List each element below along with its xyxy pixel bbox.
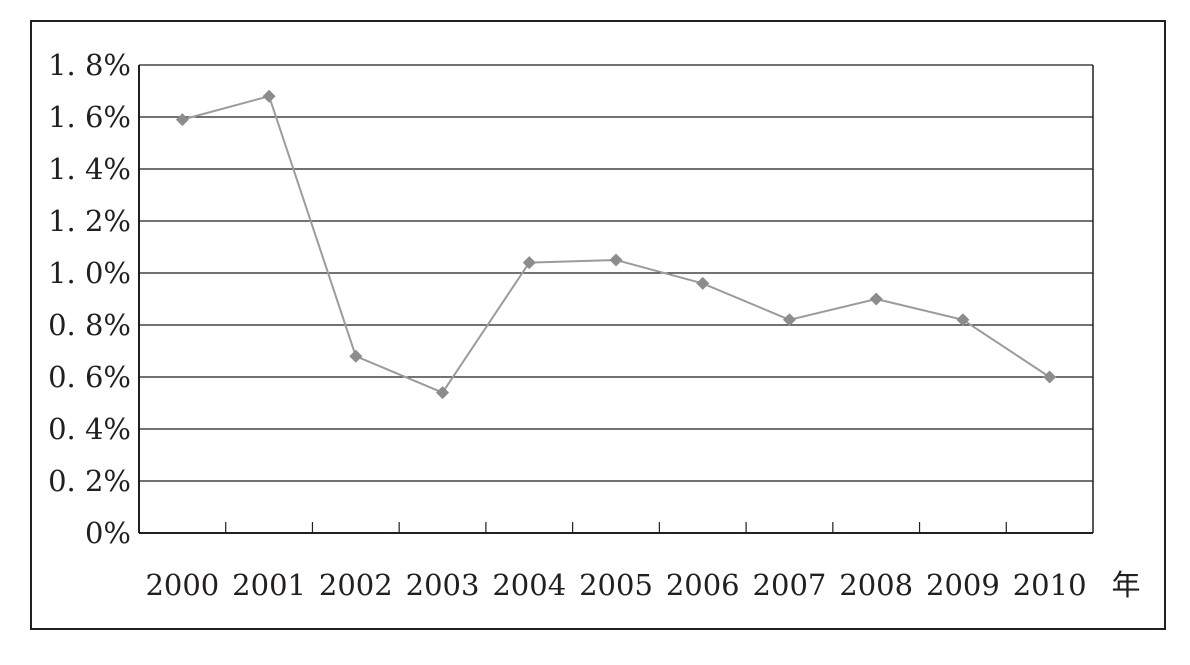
- y-tick-label: 1. 0%: [48, 256, 131, 290]
- data-point-2008: [869, 292, 883, 306]
- y-tick-label: 1. 2%: [48, 204, 131, 238]
- gridlines: [139, 64, 1093, 482]
- y-tick-label: 1. 6%: [48, 100, 131, 134]
- series-line-path: [182, 94, 1051, 394]
- x-tick-label: 2010: [1013, 568, 1087, 602]
- x-tick-label: 2000: [145, 568, 219, 602]
- data-point-2007: [782, 313, 796, 327]
- y-tick-label: 0. 4%: [48, 412, 131, 446]
- x-tick-label: 2002: [319, 568, 393, 602]
- x-tick-label: 2008: [839, 568, 913, 602]
- x-tick-labels: 2000 2001 2002 2003 2004 2005 2006 2007 2008 2009…: [145, 568, 1086, 602]
- data-point-2001: [262, 89, 276, 103]
- x-tick-label: 2007: [753, 568, 827, 602]
- y-tick-label: 1. 4%: [48, 152, 131, 186]
- y-tick-label: 0. 6%: [48, 360, 131, 394]
- x-tick-label: 2003: [406, 568, 480, 602]
- data-point-2009: [956, 313, 970, 327]
- data-point-2000: [175, 113, 189, 127]
- data-point-2003: [436, 386, 450, 400]
- data-point-2005: [609, 253, 623, 267]
- y-tick-labels: 0% 0. 2% 0. 4% 0. 6% 0. 8% 1. 0% 1. 2% 1. 4% 1. …: [48, 48, 131, 550]
- x-tick-label: 2005: [579, 568, 653, 602]
- y-tick-label: 0. 8%: [48, 308, 131, 342]
- data-point-2004: [522, 256, 536, 270]
- y-tick-label: 1. 8%: [48, 48, 131, 82]
- x-tick-label: 2006: [666, 568, 740, 602]
- axes: [138, 65, 1094, 534]
- x-unit-label: 年: [1111, 568, 1140, 602]
- series-line: [182, 94, 1051, 394]
- data-point-2002: [349, 349, 363, 363]
- data-points: [175, 89, 1057, 400]
- x-tick-label: 2004: [492, 568, 566, 602]
- data-point-2010: [1043, 370, 1057, 384]
- y-tick-label: 0. 2%: [48, 464, 131, 498]
- data-point-2006: [696, 276, 710, 290]
- y-tick-label: 0%: [85, 516, 131, 550]
- x-tick-label: 2009: [926, 568, 1000, 602]
- x-tick-label: 2001: [232, 568, 306, 602]
